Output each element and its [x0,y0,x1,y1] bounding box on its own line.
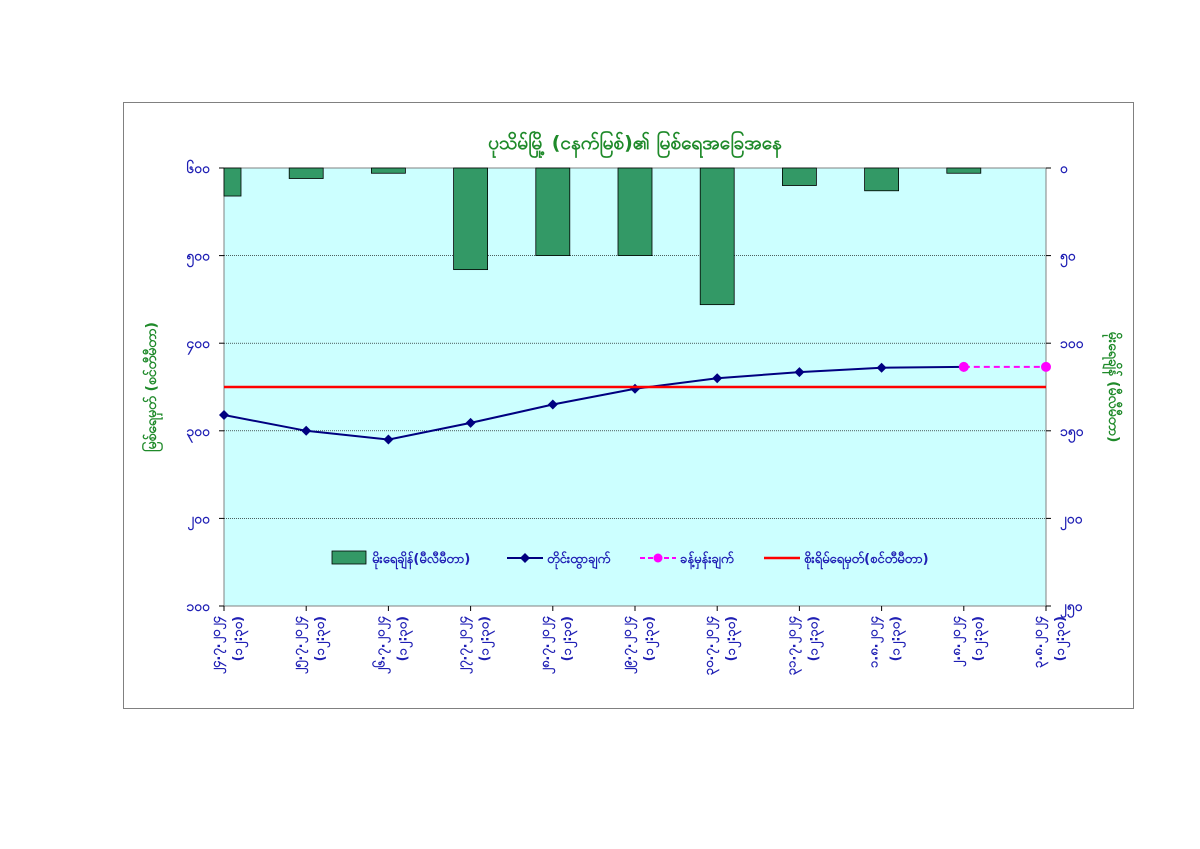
chart-title: ပုသိမ်မြို့ (ငနက်မြစ်)၏ မြစ်ရေအခြေအနေ [488,129,782,159]
rainfall-bar [946,167,982,174]
x-axis-time: (၁၂:၃၀) [313,616,331,661]
x-axis-tick-label: ၃၁.၇.၂၀၂၄ (၁၂:၃၀) [784,615,824,675]
x-axis-time: (၁၂:၃၀) [560,616,578,661]
x-axis-date: ၃.၈.၂၀၂၄ [1031,615,1049,668]
x-axis-date: ၂၈.၇.၂၀၂၄ [538,615,556,674]
measured-point [876,362,887,373]
right-axis-tick-label: ၂၅၀ [1060,599,1084,618]
rainfall-bar [864,167,899,192]
x-axis-time: (၁၂:၃၀) [971,616,989,661]
rainfall-bar [617,167,653,256]
legend-label: တိုင်းထွာချက် [547,550,610,570]
x-axis-tick-label: ၂.၈.၂၀၂၄ (၁၂:၃၀) [949,615,989,667]
left-axis-label: မြစ်ရေမှတ် (စင်တီမီတာ) [142,322,163,452]
right-axis-label: မိုးရေချိန် (မီလီမီတာ) [1102,332,1122,443]
right-axis-tick-label: ၁၅၀ [1060,424,1085,443]
measured-point [219,410,229,421]
line-series [219,361,1051,445]
rainfall-bar [223,167,242,197]
x-axis-date: ၁.၈.၂၀၂၄ [867,615,885,668]
x-axis-tick-label: ၃၀.၇.၂၀၂၄ (၁၂:၃၀) [702,615,742,675]
chart-frame: ၁၀၀ ၂၀၀ ၃၀၀ ၄၀၀ ၅၀၀ ၆၀၀၀၅၀ ၁၀၀ ၁၅၀ ၂၀၀ ၂၅၀ ၂၄.၇.၂၀… [123,102,1134,709]
rainfall-bar [288,167,324,179]
measured-point [465,417,476,428]
left-axis-tick-label: ၆၀၀ [186,160,211,177]
measured-line [223,365,964,441]
x-axis-date: ၂၉.၇.၂၀၂၄ [620,615,638,674]
left-axis-tick-label: ၅၀၀ [186,249,211,268]
x-axis-date: ၃၀.၇.၂၀၂၄ [702,615,720,675]
forecast-point [958,361,969,372]
x-axis-date: ၂၄.၇.၂၀၂၄ [209,615,227,674]
rainfall-bars [223,167,982,306]
x-axis-tick-label: ၂၉.၇.၂၀၂၄ (၁၂:၃၀) [620,615,660,674]
x-axis-tick-label: ၂၈.၇.၂၀၂၄ (၁၂:၃၀) [538,615,578,674]
legend: မိုးရေချိန်(မီလီမီတာ) တိုင်းထွာချက် ခန့်မှ… [331,550,929,570]
forecast-point [1041,361,1051,372]
x-axis-time: (၁၂:၃၀) [724,616,742,661]
x-axis-tick-label: ၂၇.၇.၂၀၂၄ (၁၂:၃၀) [456,615,496,674]
legend-label: ခန့်မှန်းချက် [680,550,734,570]
right-axis-tick-label: ၁၀၀ [1060,336,1085,352]
x-axis-time: (၁၂:၃၀) [1053,616,1071,661]
legend-marker [520,553,530,563]
rainfall-bar [782,167,817,186]
x-axis-date: ၂၅.၇.၂၀၂၄ [291,615,309,674]
x-axis-time: (၁၂:၃၀) [642,616,660,661]
x-axis-tick-label: ၂၄.၇.၂၀၂၄ (၁၂:၃၀) [209,615,249,674]
x-axis-date: ၂၆.၇.၂၀၂၄ [371,615,391,674]
x-axis-tick-label: ၁.၈.၂၀၂၄ (၁၂:၃၀) [867,615,907,668]
rainfall-bar [535,167,571,256]
x-axis-time: (၁၂:၃၀) [231,616,249,661]
left-axis-tick-label: ၂၀၀ [187,511,211,530]
rainfall-bar [699,167,735,306]
left-axis-tick-label: ၄၀၀ [186,336,211,355]
rainfall-bar [453,167,489,271]
legend-swatch-bar [331,550,367,565]
left-axis-tick-label: ၁၀၀ [186,599,211,615]
x-axis-time: (၁၂:၃၀) [395,616,413,661]
x-axis-tick-label: ၂၅.၇.၂၀၂၄ (၁၂:၃၀) [291,615,331,674]
x-axis-time: (၁၂:၃၀) [806,616,824,661]
right-axis-tick-label: ၂၀၀ [1060,511,1084,530]
measured-point [301,425,312,436]
measured-point [712,373,723,384]
legend-label: စိုးရိမ်ရေမှတ်(စင်တီမီတာ) [804,550,929,570]
x-axis-date: ၃၁.၇.၂၀၂၄ [784,615,802,675]
right-axis-tick-label: ၀ [1060,161,1069,177]
x-axis-tick-label: ၂၆.၇.၂၀၂၄ (၁၂:၃၀) [371,615,413,674]
x-axis-time: (၁၂:၃၀) [478,616,496,661]
right-axis-tick-label: ၅၀ [1060,249,1077,268]
x-axis-date: ၂၇.၇.၂၀၂၄ [456,615,474,674]
measured-point [383,434,394,445]
rainfall-bar [370,167,406,174]
legend-label: မိုးရေချိန်(မီလီမီတာ) [372,550,470,570]
left-axis-tick-label: ၃၀၀ [186,424,211,443]
legend-marker [653,553,663,563]
x-axis-tick-label: ၃.၈.၂၀၂၄ (၁၂:၃၀) [1031,615,1071,668]
x-axis-time: (၁၂:၃၀) [889,616,907,661]
measured-point [547,399,558,410]
x-axis-date: ၂.၈.၂၀၂၄ [949,615,967,667]
measured-point [794,367,805,378]
